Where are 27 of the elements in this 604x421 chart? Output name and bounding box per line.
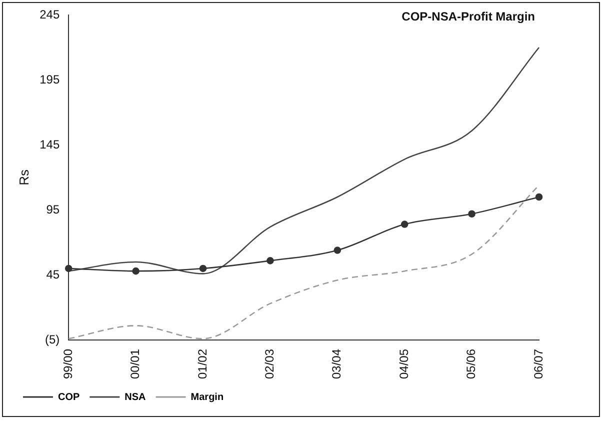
x-tick-label: 05/06 (464, 348, 478, 379)
legend-label: NSA (124, 392, 146, 403)
x-tick-label: 99/00 (60, 348, 75, 379)
chart-title: COP-NSA-Profit Margin (402, 9, 535, 24)
point (266, 257, 274, 264)
x-tick-label: 02/03 (262, 348, 277, 379)
point (64, 264, 72, 272)
x-tick-label: 03/04 (330, 348, 344, 379)
point (400, 220, 408, 228)
point (334, 246, 342, 254)
point (199, 264, 207, 272)
y-tick-label: 245 (40, 7, 60, 22)
x-tick-label: 00/01 (128, 348, 142, 379)
y-tick-label: 195 (40, 72, 60, 86)
y-tick-label: 145 (40, 137, 60, 152)
point (535, 193, 543, 201)
y-tick-label: 95 (46, 202, 60, 216)
y-tick-label: 45 (46, 267, 60, 282)
legend-label: Margin (190, 392, 224, 403)
x-tick-label: 01/02 (195, 348, 210, 379)
point (132, 267, 140, 275)
legend-label: COP (58, 392, 80, 403)
point (468, 210, 476, 218)
x-tick-label: 06/07 (531, 348, 546, 379)
y-tick-label: (5) (44, 332, 60, 346)
x-tick-label: 04/05 (396, 348, 411, 379)
y-axis-title: Rs (16, 169, 32, 186)
